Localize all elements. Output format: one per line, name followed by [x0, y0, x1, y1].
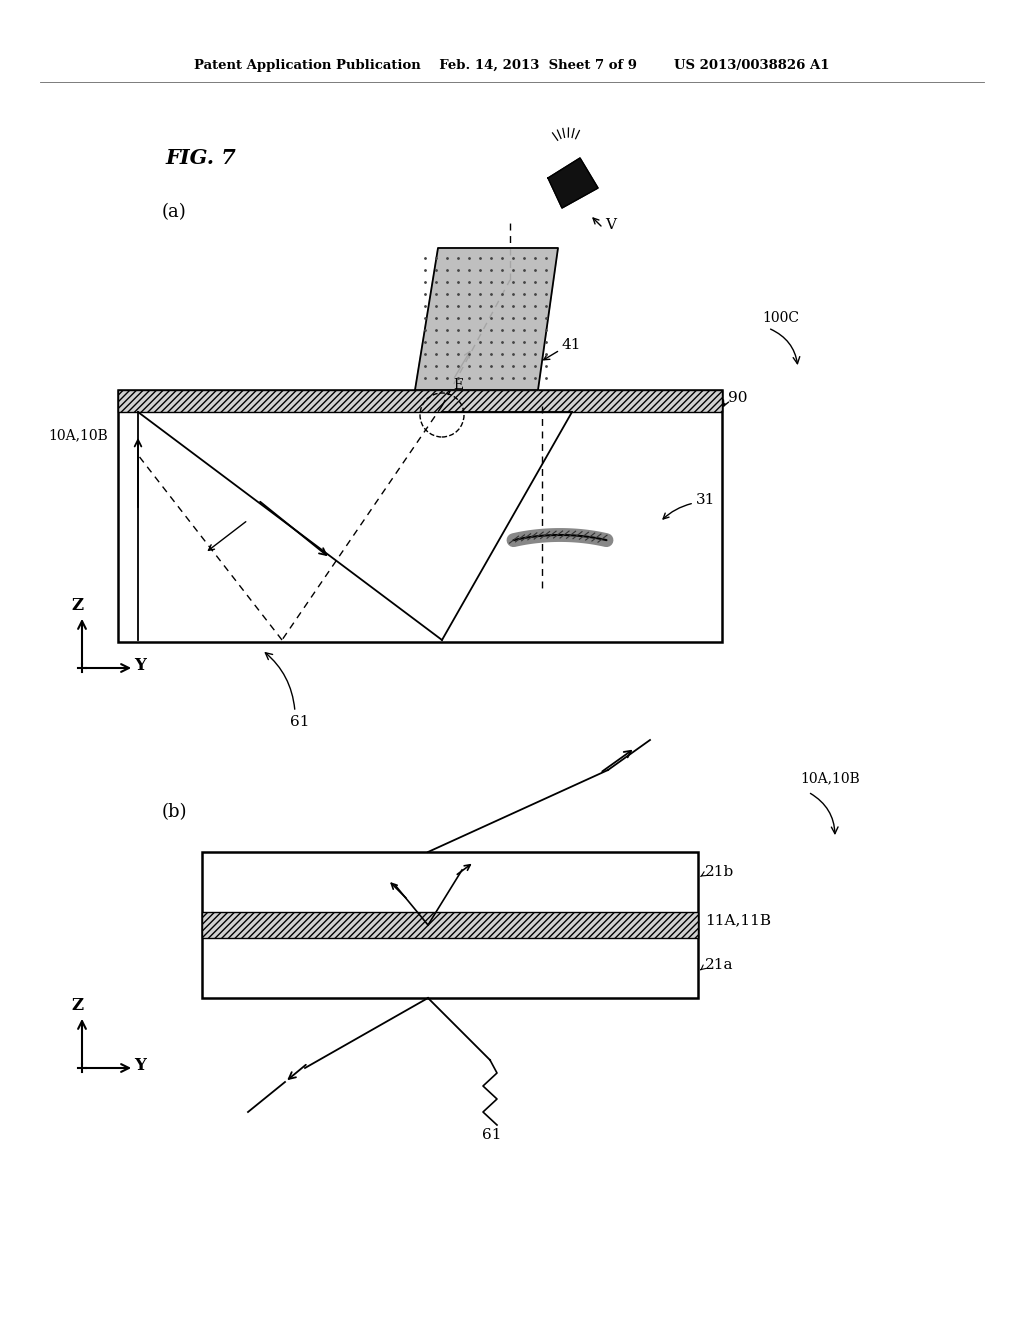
FancyArrowPatch shape — [265, 653, 295, 709]
Polygon shape — [548, 158, 598, 209]
FancyArrowPatch shape — [770, 329, 800, 364]
FancyArrowPatch shape — [544, 351, 558, 360]
Text: 31: 31 — [696, 492, 716, 507]
FancyArrowPatch shape — [593, 218, 601, 226]
Text: E: E — [453, 378, 463, 392]
Text: 100C: 100C — [762, 312, 799, 325]
FancyArrowPatch shape — [700, 871, 707, 876]
Text: Z: Z — [71, 597, 83, 614]
Text: (a): (a) — [162, 203, 186, 220]
FancyArrowPatch shape — [664, 504, 691, 519]
Bar — [202, 912, 698, 939]
Text: (b): (b) — [162, 803, 187, 821]
Text: Z: Z — [71, 997, 83, 1014]
Text: 41: 41 — [562, 338, 582, 352]
Text: 21b: 21b — [705, 865, 734, 879]
Bar — [118, 389, 722, 412]
Text: 61: 61 — [482, 1129, 502, 1142]
Text: 10A,10B: 10A,10B — [48, 428, 108, 442]
Text: Patent Application Publication    Feb. 14, 2013  Sheet 7 of 9        US 2013/003: Patent Application Publication Feb. 14, … — [195, 58, 829, 71]
Text: 90: 90 — [728, 391, 748, 405]
Text: 61: 61 — [290, 715, 309, 729]
Text: Y: Y — [134, 657, 146, 675]
FancyArrowPatch shape — [724, 400, 728, 407]
Text: 10A,10B: 10A,10B — [800, 771, 860, 785]
Text: FIG. 7: FIG. 7 — [165, 148, 236, 168]
Text: 21a: 21a — [705, 958, 733, 972]
FancyArrowPatch shape — [700, 965, 706, 970]
Polygon shape — [415, 248, 558, 389]
Text: 11A,11B: 11A,11B — [705, 913, 771, 927]
Bar — [202, 851, 698, 998]
FancyArrowPatch shape — [810, 793, 838, 834]
Text: Y: Y — [134, 1057, 146, 1074]
Bar — [118, 389, 722, 642]
Text: V: V — [605, 218, 616, 232]
